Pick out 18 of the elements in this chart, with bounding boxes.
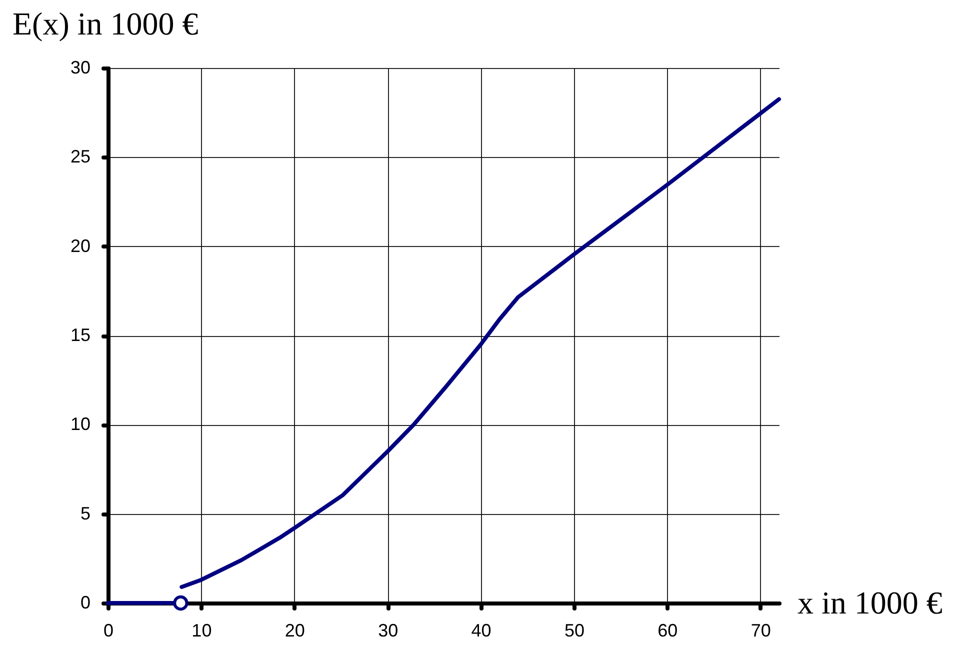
x-tick-label: 0 — [103, 620, 114, 640]
y-tick-label: 10 — [70, 414, 90, 434]
x-tick-label: 60 — [658, 620, 678, 640]
x-tick-label: 30 — [378, 620, 398, 640]
y-tick-label: 0 — [80, 592, 90, 612]
x-tick-label: 20 — [284, 620, 305, 640]
y-tick-label: 30 — [70, 58, 90, 78]
y-tick-label: 5 — [80, 503, 90, 524]
y-tick-label: 15 — [70, 325, 90, 345]
x-tick-label: 10 — [192, 620, 212, 640]
x-axis-title: x in 1000 € — [798, 584, 942, 620]
x-tick-label: 50 — [564, 620, 584, 640]
line-series — [180, 97, 781, 589]
y-tick-label: 25 — [70, 146, 90, 167]
x-tick-label: 40 — [471, 620, 492, 640]
y-tick-label: 20 — [70, 236, 90, 256]
y-axis-title: E(x) in 1000 € — [12, 6, 198, 42]
x-tick-label: 70 — [750, 620, 771, 640]
